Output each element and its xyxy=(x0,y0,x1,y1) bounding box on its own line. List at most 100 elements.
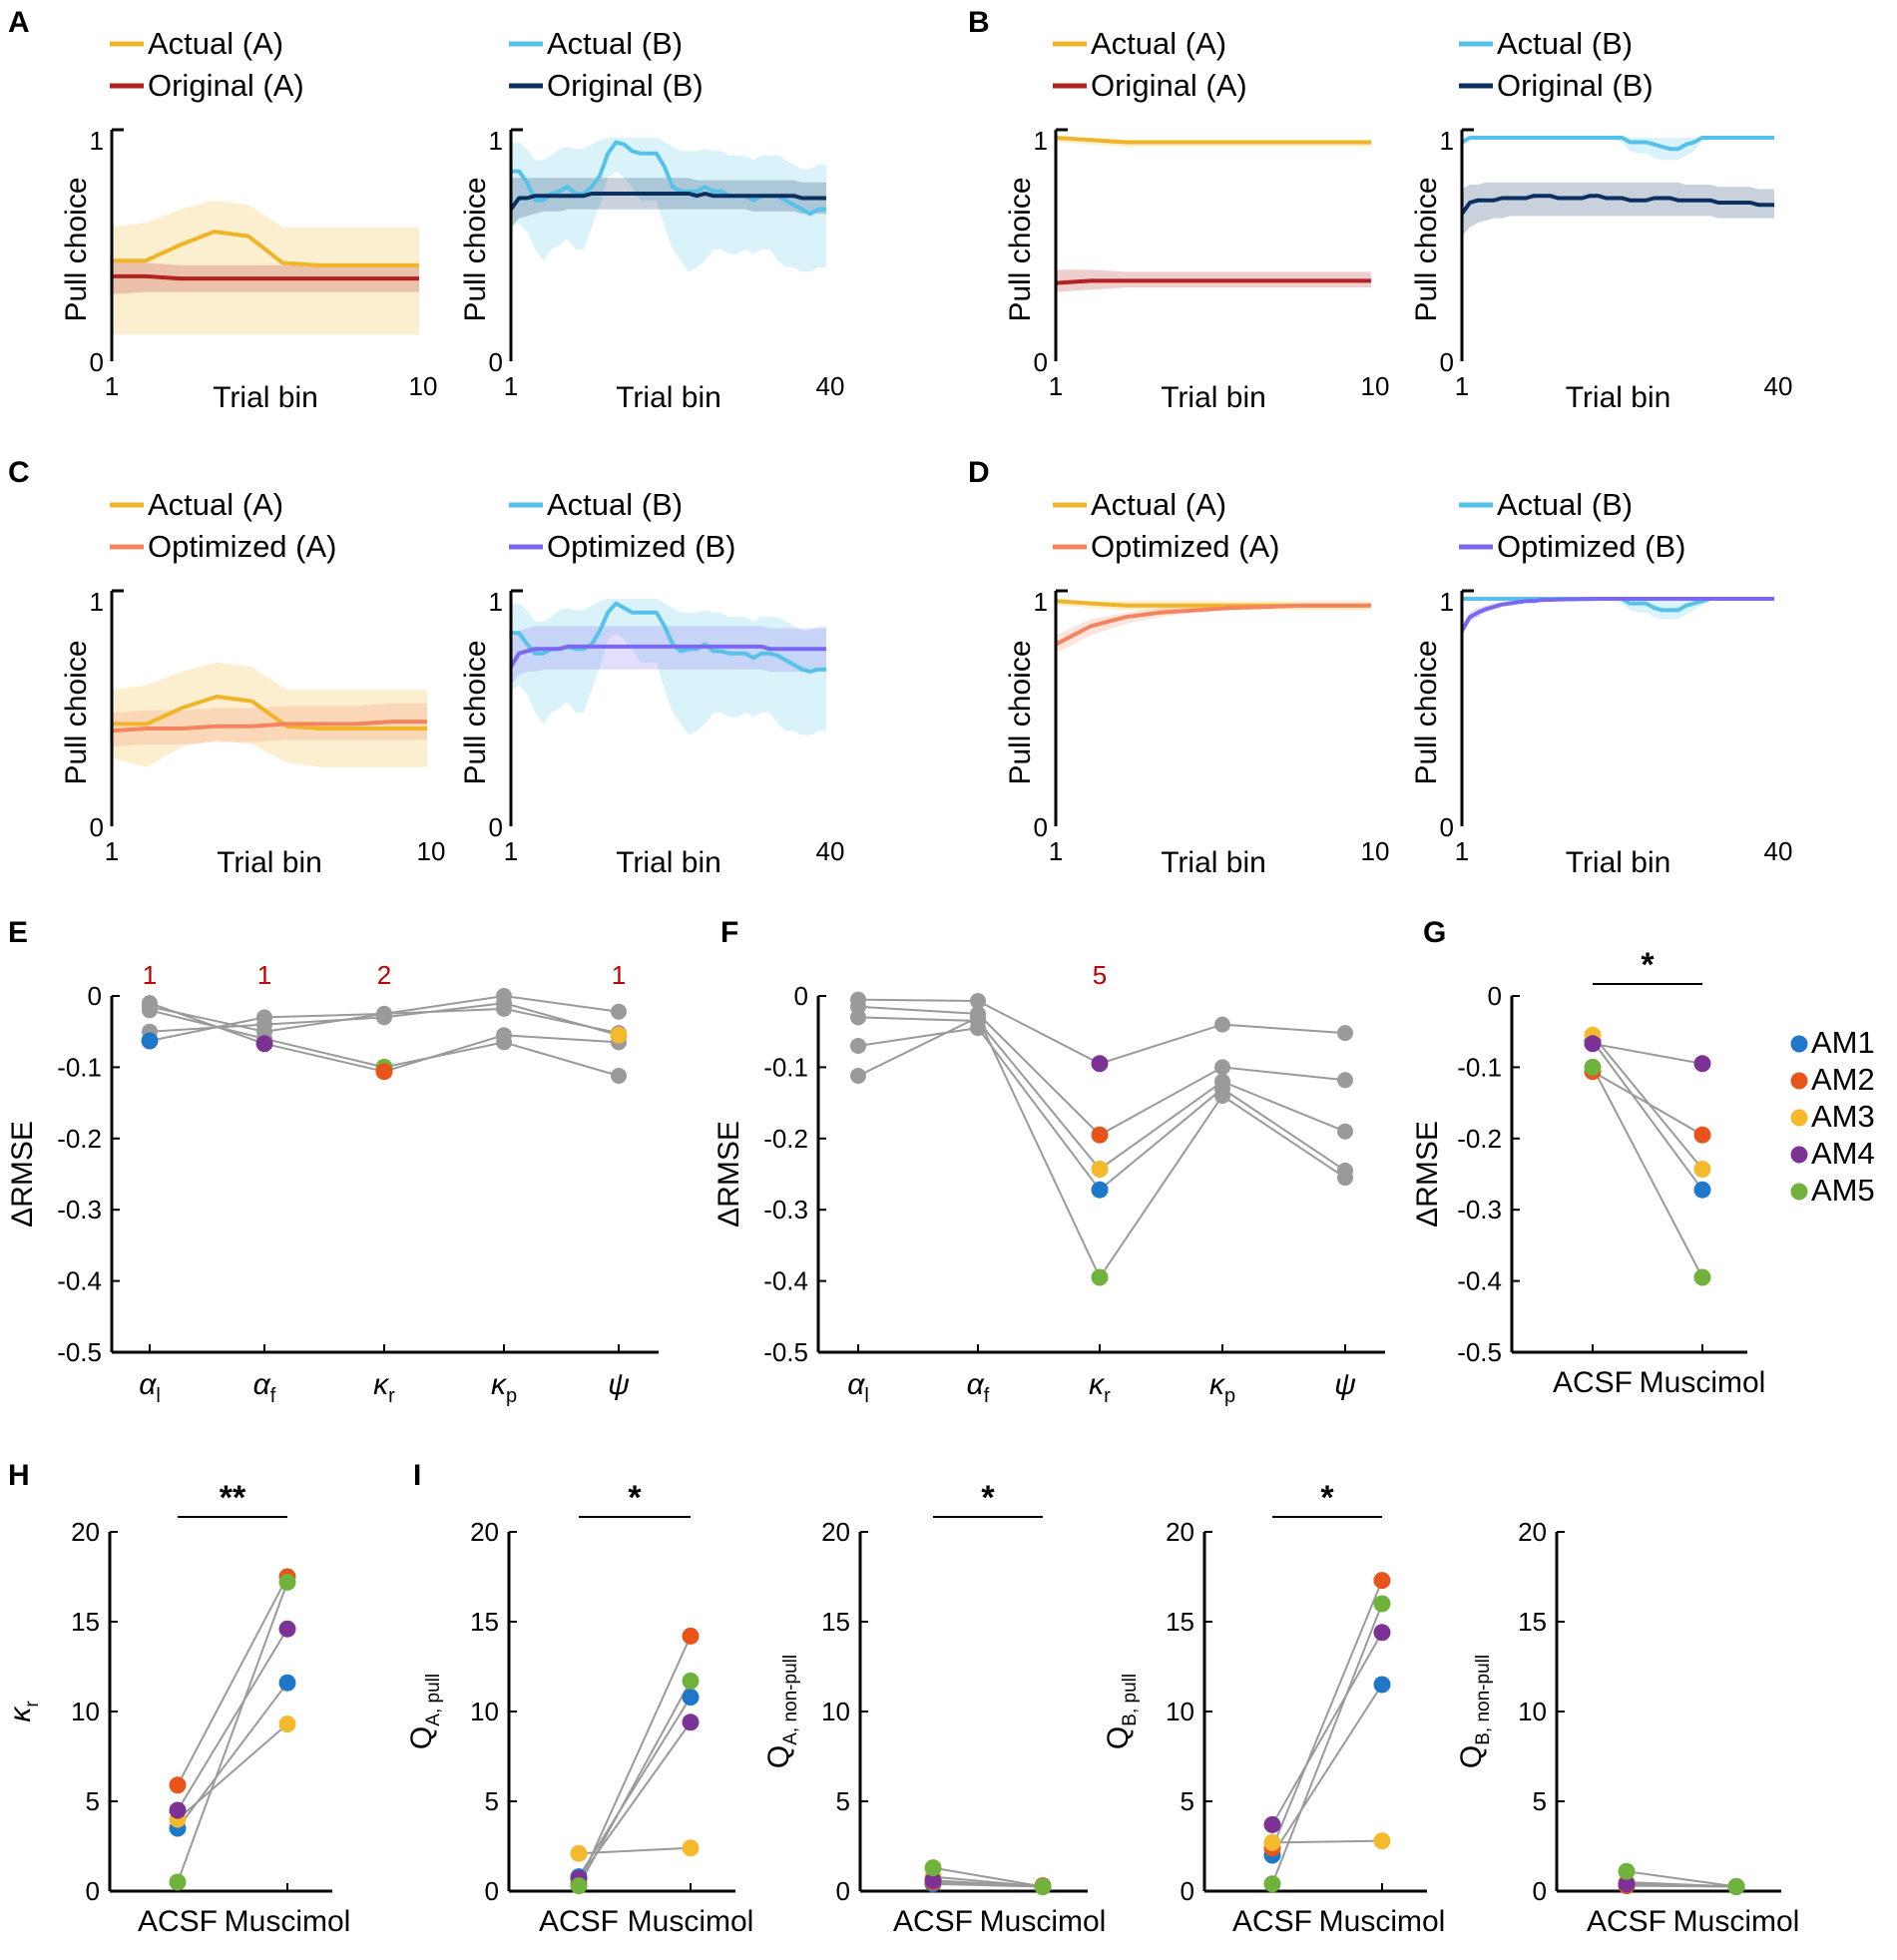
point-am3-acsf xyxy=(570,1844,588,1862)
y-label-subscript: r xyxy=(22,1701,43,1708)
chart-G: G 0 -0.1 -0.2 -0.3 -0.4 -0.5 ΔRMSE ACSF Muscimol * xyxy=(1411,916,1765,1399)
x-category-label: Muscimol xyxy=(980,1905,1107,1938)
x-tick-label: 1 xyxy=(504,836,518,866)
point-am5-acsf xyxy=(570,1877,588,1895)
legend-label: Actual (A) xyxy=(148,487,283,522)
y-axis-label: QA, pull xyxy=(405,1674,444,1749)
series-line-1 xyxy=(112,230,419,267)
legend-label: Optimized (B) xyxy=(1497,529,1685,564)
point-am5-muscimol xyxy=(278,1573,296,1591)
pair-line xyxy=(1626,1882,1737,1888)
point-am3-muscimol xyxy=(1693,1161,1711,1178)
error-band-2 xyxy=(112,258,419,294)
point-am2-acsf xyxy=(169,1776,187,1794)
legend-label-am1: AM1 xyxy=(1811,1025,1875,1060)
x-tick-label: 10 xyxy=(409,371,438,401)
x-category-label: Muscimol xyxy=(1673,1905,1800,1938)
pair-line xyxy=(932,1866,1044,1888)
x-category-label: κp xyxy=(1209,1368,1235,1407)
point-am4-acsf xyxy=(1263,1815,1281,1833)
x-category-label: ACSF xyxy=(893,1905,973,1938)
y-tick-label: 0 xyxy=(836,1876,850,1906)
pair-line xyxy=(177,1628,288,1811)
y-label-subscript: A, pull xyxy=(423,1674,444,1726)
x-category-label: ACSF xyxy=(1587,1905,1666,1938)
pair-line xyxy=(1592,1066,1703,1278)
y-tick-label: 0 xyxy=(1034,347,1048,377)
point-am3-muscimol xyxy=(1373,1832,1391,1850)
point-am5-acsf xyxy=(169,1873,187,1891)
series-line-1 xyxy=(1461,136,1774,152)
legend-label-am5: AM5 xyxy=(1811,1173,1875,1208)
series-line-2 xyxy=(111,720,427,734)
y-tick-label: 20 xyxy=(1518,1517,1547,1547)
pair-line xyxy=(1271,1632,1383,1825)
category-symbol: κ xyxy=(491,1368,508,1401)
gray-point xyxy=(496,1000,512,1017)
x-axis-label: Trial bin xyxy=(616,846,721,879)
error-band-2 xyxy=(1462,182,1774,237)
series-line-2 xyxy=(112,273,419,281)
pair-line xyxy=(177,1722,288,1820)
y-tick-label: -0.2 xyxy=(1457,1124,1502,1154)
point-am4-acsf xyxy=(1618,1875,1636,1893)
y-tick-label: 0 xyxy=(1440,812,1454,842)
y-tick-label: 1 xyxy=(1034,587,1048,617)
category-subscript: f xyxy=(270,1385,276,1407)
y-tick-label: 0 xyxy=(90,347,104,377)
x-tick-label: 40 xyxy=(816,836,845,866)
legend-dot-am4 xyxy=(1790,1146,1808,1164)
legend-label: Actual (A) xyxy=(148,26,283,61)
panel-letter-D: D xyxy=(968,456,990,489)
y-label-symbol: κ xyxy=(4,1706,37,1722)
y-tick-label: 1 xyxy=(489,587,503,617)
y-tick-label: 5 xyxy=(1181,1786,1194,1816)
y-axis-label: ΔRMSE xyxy=(6,1121,39,1227)
x-axis-label: Trial bin xyxy=(217,846,322,879)
panel-letter-I: I xyxy=(413,1459,421,1492)
point-am3-acsf xyxy=(1263,1833,1281,1851)
x-category-label: κr xyxy=(1089,1368,1111,1407)
y-tick-label: -0.4 xyxy=(1457,1266,1502,1296)
gray-point xyxy=(850,1068,866,1084)
y-tick-label: 20 xyxy=(1166,1517,1194,1547)
y-tick-label: 1 xyxy=(90,126,104,156)
y-tick-label: 15 xyxy=(71,1607,100,1637)
x-tick-label: 1 xyxy=(504,371,518,401)
y-tick-label: 5 xyxy=(485,1786,499,1816)
category-symbol: κ xyxy=(373,1368,390,1401)
error-band-1 xyxy=(112,200,419,335)
x-axis-label: Trial bin xyxy=(213,381,318,414)
y-label-symbol: Q xyxy=(405,1726,438,1749)
pair-line xyxy=(177,1576,288,1786)
pair-line xyxy=(578,1635,692,1885)
x-category-label: αf xyxy=(253,1368,276,1407)
pair-line xyxy=(177,1582,288,1883)
series-line-2 xyxy=(1460,597,1774,632)
panel-letter-F: F xyxy=(720,916,738,949)
y-tick-label: 0 xyxy=(489,347,503,377)
x-tick-label: 40 xyxy=(816,371,845,401)
point-am5 xyxy=(1091,1268,1109,1286)
category-subscript: r xyxy=(1104,1385,1111,1407)
y-axis-label: Pull choice xyxy=(1004,640,1037,784)
gray-point xyxy=(850,1038,866,1054)
panel-letter-G: G xyxy=(1423,916,1446,949)
y-tick-label: 10 xyxy=(71,1697,100,1726)
y-axis-label: QB, non-pull xyxy=(1455,1655,1494,1768)
point-am5-muscimol xyxy=(1693,1268,1711,1286)
point-am4-muscimol xyxy=(1693,1055,1711,1073)
legend-label: Optimized (B) xyxy=(547,529,735,564)
x-tick-label: 1 xyxy=(1455,371,1469,401)
y-axis-label: QA, non-pull xyxy=(762,1655,801,1768)
category-symbol: α xyxy=(139,1368,157,1401)
point-am3 xyxy=(610,1026,628,1044)
gray-point xyxy=(1337,1123,1353,1140)
y-tick-label: 0 xyxy=(1533,1876,1547,1906)
y-tick-label: 0 xyxy=(489,812,503,842)
y-label-symbol: Q xyxy=(762,1745,795,1768)
y-tick-label: 0 xyxy=(1181,1876,1194,1906)
x-axis-label: Trial bin xyxy=(616,381,721,414)
legend-label: Original (B) xyxy=(1497,68,1654,103)
